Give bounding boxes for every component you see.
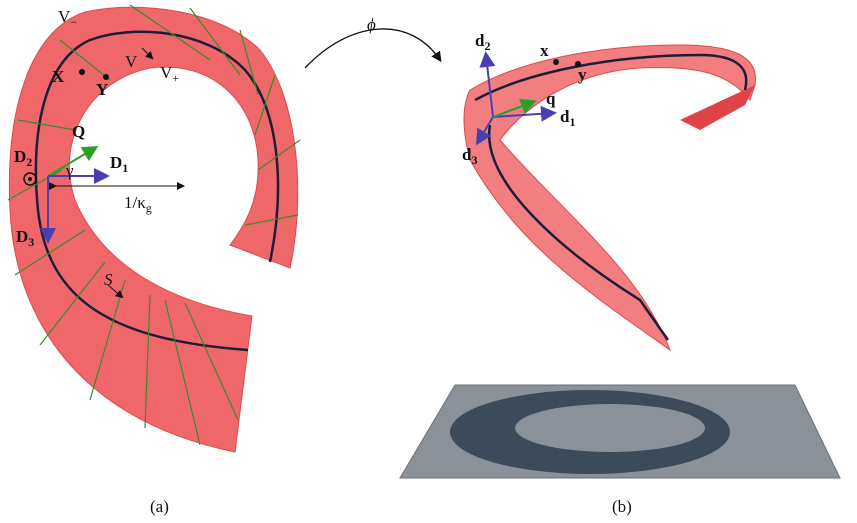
label: S — [104, 270, 113, 289]
label: V− — [58, 7, 77, 29]
label: d1 — [560, 107, 575, 129]
strip-a — [7, 4, 301, 453]
plane — [399, 384, 841, 479]
label: D1 — [110, 153, 128, 175]
map-arrow — [304, 28, 442, 69]
label: d3 — [462, 145, 477, 167]
caption: (b) — [612, 497, 632, 516]
label: x — [540, 41, 549, 60]
label: Y — [96, 80, 108, 99]
label: X — [52, 67, 65, 86]
label: D3 — [16, 227, 34, 249]
caption: (a) — [150, 497, 169, 516]
label: y — [578, 65, 587, 84]
label: d2 — [475, 31, 490, 53]
label: 1/κg — [124, 193, 152, 215]
label: ϕ — [367, 15, 376, 34]
label: V — [125, 52, 138, 71]
label: q — [546, 89, 556, 108]
label: γ — [65, 161, 74, 180]
strip-b — [463, 44, 757, 352]
label: D2 — [14, 147, 32, 169]
label: Q — [72, 122, 85, 141]
label: V+ — [160, 63, 179, 85]
